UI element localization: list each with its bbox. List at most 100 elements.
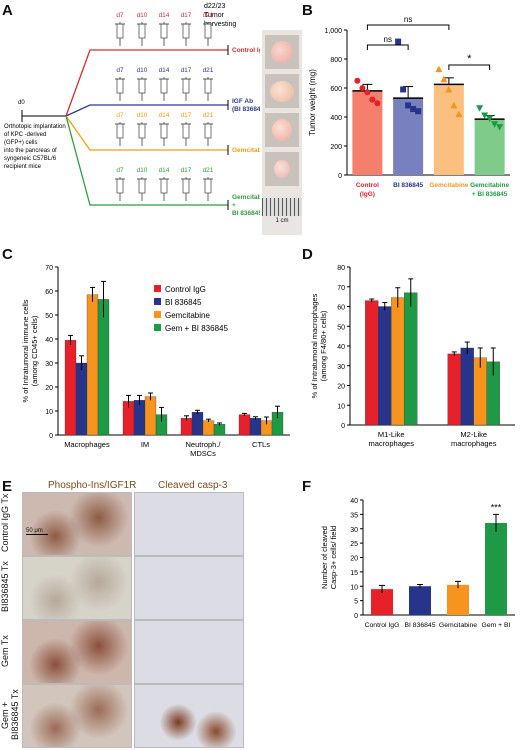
ihc-col-header-1: Phospho-Ins/IGF1R xyxy=(48,480,137,491)
legend-label: Gem + BI 836845 xyxy=(165,324,228,333)
f-bar xyxy=(409,586,431,615)
ihc-image-phospho-igf1r xyxy=(22,556,132,620)
bar xyxy=(202,420,215,436)
ihc-row-label: Control IgG Tx xyxy=(0,493,10,553)
category-label: Macrophages xyxy=(64,440,110,449)
day-label: d10 xyxy=(137,167,148,174)
legend-swatch xyxy=(154,324,161,331)
bar xyxy=(249,418,262,436)
harvest-label: Tumor xyxy=(204,12,225,19)
syringe-icon xyxy=(160,78,168,94)
b-data-point xyxy=(395,38,402,45)
f-y-axis-label: Casp-3+ cells/ field xyxy=(329,526,338,590)
bar xyxy=(144,396,157,436)
group-line xyxy=(65,49,228,117)
b-data-point xyxy=(491,121,499,128)
bar xyxy=(213,424,226,436)
day-label: d21 xyxy=(203,167,214,174)
panel-label-e: E xyxy=(2,478,13,495)
y-tick-label: 70 xyxy=(337,285,345,292)
ihc-image-phospho-igf1r xyxy=(22,684,132,748)
b-y-tick-label: 600 xyxy=(330,86,342,93)
b-category-label: (IgG) xyxy=(360,191,375,198)
syringe-icon xyxy=(182,78,190,94)
b-data-point xyxy=(369,96,376,103)
day-label: d17 xyxy=(181,67,192,74)
y-tick-label: 60 xyxy=(45,289,53,296)
bar xyxy=(133,400,146,436)
tumor-photo-2 xyxy=(265,74,299,108)
f-category-label: BI 836845 xyxy=(405,622,436,629)
day-label: d10 xyxy=(137,12,148,19)
chart-c-immune-cells: 0 10 20 30 40 50 60 70 % of Intratumoral immune … xyxy=(21,265,290,458)
day-label: d21 xyxy=(203,12,214,19)
tumor-photo-1 xyxy=(265,35,299,69)
chart-f-cleaved-casp3: 0 5 10 15 20 25 30 35 40 Number of cleaved Casp-3+… xyxy=(320,498,515,629)
group-line xyxy=(65,115,228,206)
f-category-label: Gem + BI xyxy=(482,622,511,629)
day-label: d14 xyxy=(159,112,170,119)
b-data-point xyxy=(374,100,381,107)
f-bar xyxy=(447,584,469,615)
legend-swatch xyxy=(154,298,161,305)
b-significance-label: * xyxy=(467,53,472,65)
y-tick-label: 70 xyxy=(45,265,53,272)
b-data-point xyxy=(445,85,453,93)
syringe-icon xyxy=(182,23,190,39)
category-label: macrophages xyxy=(451,439,497,448)
day-label: d21 xyxy=(203,67,214,74)
syringe-icon xyxy=(160,23,168,39)
ihc-image-cleaved-casp3 xyxy=(134,492,244,556)
group-label: Gemcitabine xyxy=(232,147,260,154)
chart-b-tumor-weight: 0 200 400 600 800 1,000 Tumor weight (mg) Contr… xyxy=(308,15,510,198)
b-significance-bracket xyxy=(448,64,491,70)
b-data-point xyxy=(415,108,422,115)
y-tick-label: 10 xyxy=(337,403,345,410)
f-bar xyxy=(485,523,507,615)
group-label: (BI 836845) xyxy=(232,106,260,113)
day-label: d17 xyxy=(181,112,192,119)
bar xyxy=(460,347,474,426)
syringe-icon xyxy=(138,123,146,139)
implant-text-line: syngeneic C57BL/6 xyxy=(4,156,57,162)
y-tick-label: 0 xyxy=(341,423,345,430)
category-label: MDSCs xyxy=(190,449,216,458)
implant-text-line: (GFP+) cells xyxy=(4,140,38,146)
syringe-icon xyxy=(160,178,168,194)
legend-swatch xyxy=(154,285,161,292)
y-tick-label: 0 xyxy=(49,433,53,440)
legend-swatch xyxy=(154,311,161,318)
f-y-tick-label: 35 xyxy=(350,512,358,519)
ruler xyxy=(262,198,302,216)
b-category-label: + BI 836845 xyxy=(472,191,508,198)
treatment-schematic: d0 Orthotopic implantation of KPC -derived… xyxy=(4,3,260,217)
group-label: Control IgG xyxy=(232,47,260,54)
group-label: BI 836845 xyxy=(232,210,260,217)
f-y-tick-label: 25 xyxy=(350,541,358,548)
syringe-icon xyxy=(204,23,212,39)
category-label: Neutroph./ xyxy=(185,440,221,449)
implant-text-line: into the pancreas of xyxy=(4,148,57,154)
y-tick-label: 20 xyxy=(45,385,53,392)
harvest-label: harvesting xyxy=(204,21,236,28)
bar xyxy=(75,362,88,436)
y-tick-label: 30 xyxy=(45,361,53,368)
day-label: d14 xyxy=(159,67,170,74)
bar xyxy=(64,340,77,436)
legend-label: Control IgG xyxy=(165,285,206,294)
b-data-point xyxy=(435,65,443,73)
syringe-icon xyxy=(160,123,168,139)
ihc-row-label: BI836845 Tx xyxy=(0,561,10,613)
y-axis-label: % of Intratumoral macrophages xyxy=(310,293,319,398)
ihc-col-header-2: Cleaved casp-3 xyxy=(158,480,228,491)
b-y-tick-label: 200 xyxy=(330,144,342,151)
bar xyxy=(391,297,405,426)
ruler-scale-label: 1 cm xyxy=(275,218,289,224)
f-y-tick-label: 20 xyxy=(350,556,358,563)
y-axis-label: (among CD45+ cells) xyxy=(30,315,39,386)
panel-label-a: A xyxy=(2,2,13,19)
syringe-icon xyxy=(116,78,124,94)
category-label: M1-Like xyxy=(378,430,405,439)
syringe-icon xyxy=(116,23,124,39)
b-bar xyxy=(433,84,464,175)
